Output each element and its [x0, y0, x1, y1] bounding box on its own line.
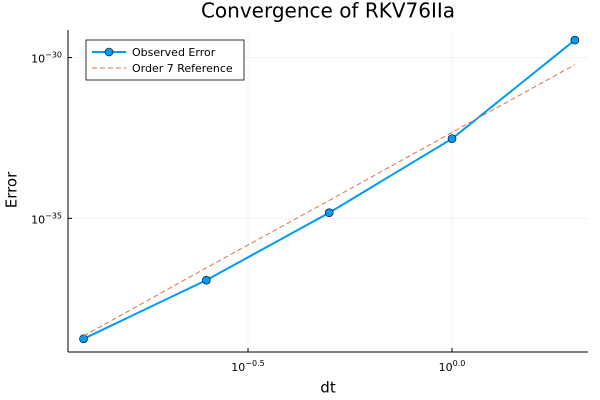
- tick-base: 10: [439, 361, 453, 374]
- series-line: [83, 64, 576, 337]
- legend-marker: [104, 47, 114, 57]
- y-axis-label: Error: [3, 171, 21, 208]
- tick-label: 100.0: [439, 359, 466, 375]
- data-point: [570, 35, 580, 45]
- tick-base: 10: [231, 361, 245, 374]
- tick-exponent: −0.5: [245, 359, 264, 368]
- legend-label: Order 7 Reference: [132, 62, 233, 75]
- data-point: [324, 208, 334, 218]
- data-point: [447, 134, 457, 144]
- tick-label: 10−0.5: [231, 359, 264, 375]
- tick-exponent: 0.0: [453, 359, 466, 368]
- legend-box: [85, 39, 245, 81]
- tick-exponent: −30: [45, 50, 62, 59]
- tick-label: 10−30: [31, 50, 62, 66]
- chart-title: Convergence of RKV76IIa: [201, 0, 455, 23]
- tick-base: 10: [31, 213, 45, 226]
- tick-label: 10−35: [31, 211, 62, 227]
- data-point: [79, 334, 88, 344]
- tick-base: 10: [31, 53, 45, 66]
- tick-exponent: −35: [45, 211, 62, 220]
- data-point: [202, 275, 211, 285]
- x-axis-label: dt: [320, 379, 336, 397]
- legend-label: Observed Error: [132, 46, 216, 59]
